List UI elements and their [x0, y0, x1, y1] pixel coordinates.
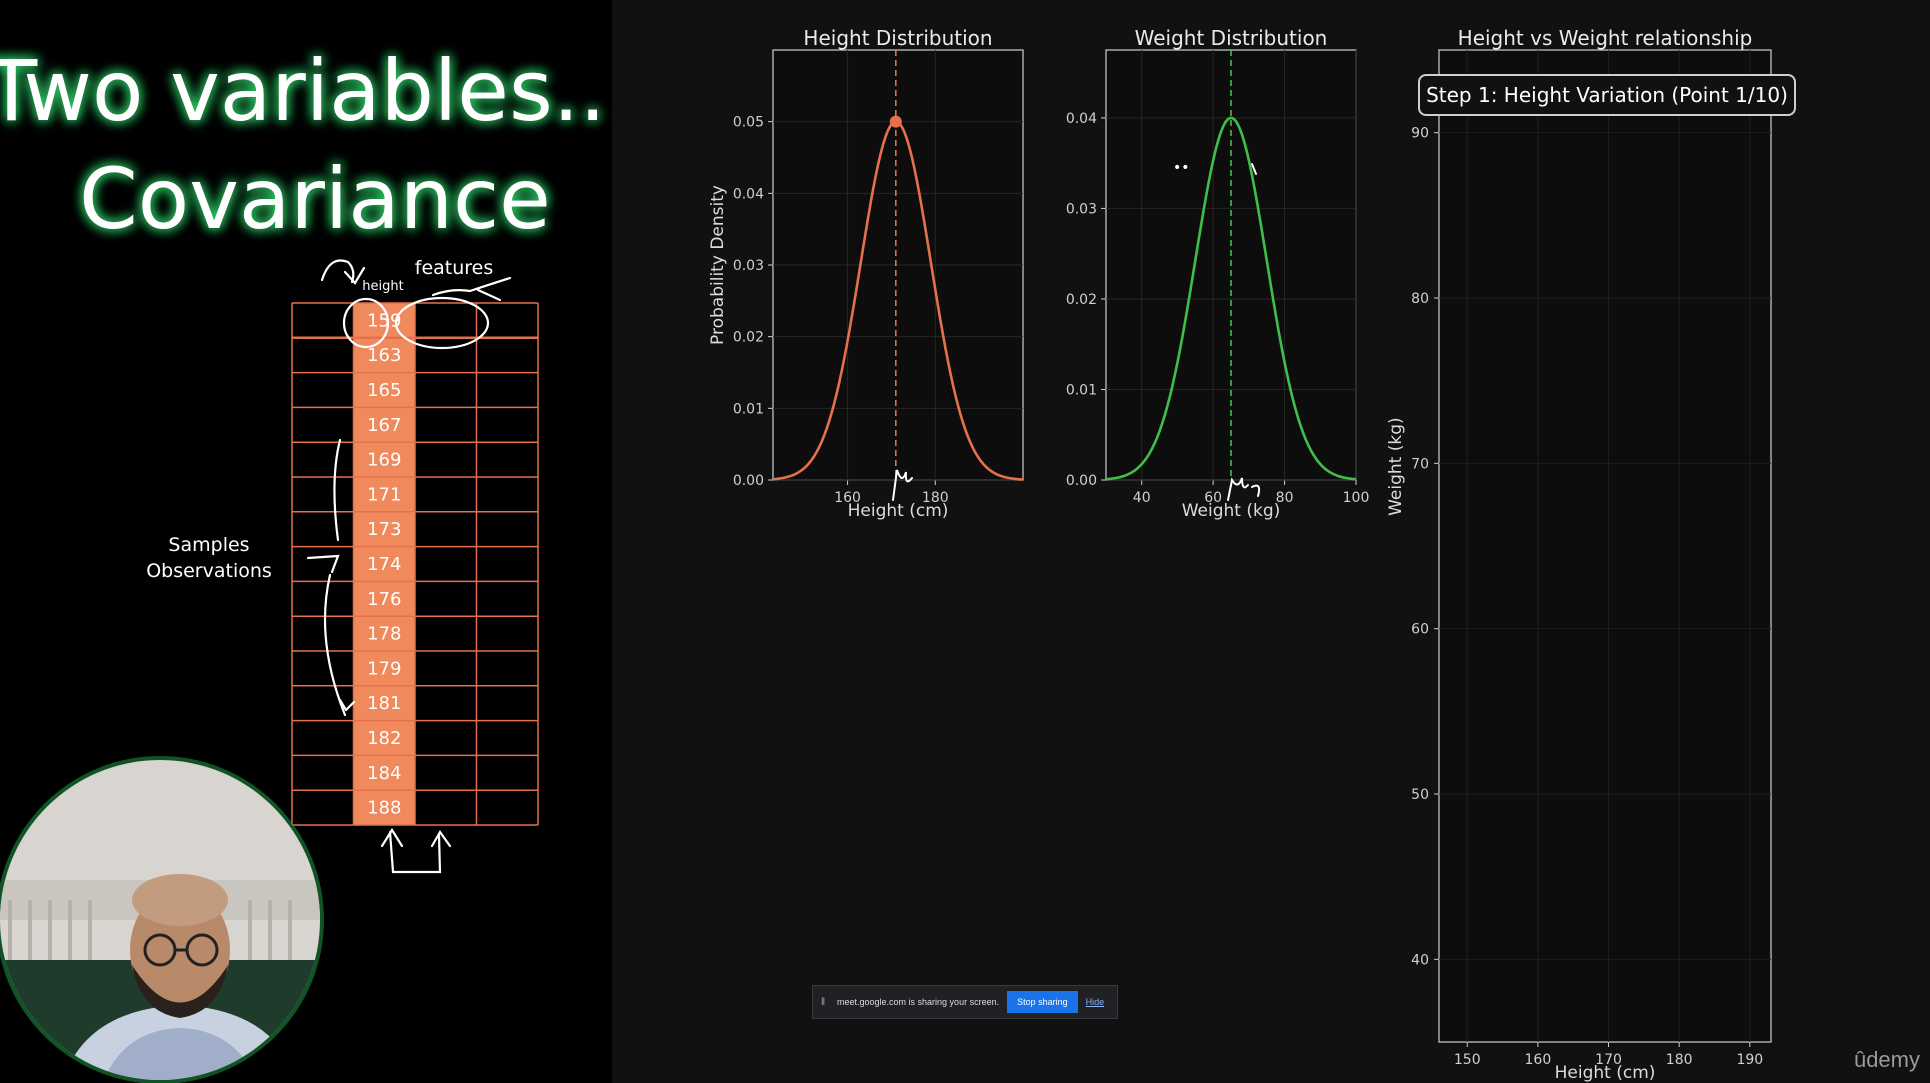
handwritten-annotations: [306, 259, 512, 874]
table-cell-height: 184: [367, 763, 401, 784]
share-message: meet.google.com is sharing your screen.: [837, 997, 1000, 1007]
y-tick-label: 0.01: [733, 401, 764, 417]
mean-peak-marker: [889, 115, 902, 128]
x-tick-label: 80: [1276, 490, 1294, 506]
table-cell-height: 182: [367, 728, 401, 749]
table-cell-height: 171: [367, 484, 401, 505]
screen-share-bar: ‖ meet.google.com is sharing your screen…: [812, 985, 1118, 1019]
table-cell-height: 167: [367, 415, 401, 436]
x-tick-label: 60: [1204, 490, 1222, 506]
chart-title: Height vs Weight relationship: [1458, 26, 1753, 50]
x-axis-label: Height (cm): [1555, 1063, 1656, 1083]
x-tick-label: 150: [1454, 1052, 1481, 1068]
samples-table: 159 163 165 167 169 171 173 174 176 178 179 181 182 1…: [291, 302, 539, 826]
presenter-webcam: [0, 756, 324, 1083]
height-column-fill: [353, 303, 415, 825]
udemy-logo: ûdemy: [1853, 1047, 1920, 1072]
height-distribution-chart: 160 180 0.00 0.01 0.02 0.03 0.04 0.05 Height Dis…: [708, 26, 1024, 521]
x-tick-label: 40: [1133, 490, 1151, 506]
x-tick-label: 160: [834, 490, 861, 506]
table-cell-height: 174: [367, 554, 401, 575]
table-cell-height: 165: [367, 380, 401, 401]
x-tick-label: 180: [1666, 1052, 1693, 1068]
y-tick-label: 0.01: [1066, 382, 1097, 398]
y-tick-label: 60: [1411, 622, 1429, 638]
y-axis-label: Probability Density: [708, 185, 728, 345]
y-tick-label: 0.02: [1066, 292, 1097, 308]
chart-title: Weight Distribution: [1135, 26, 1328, 50]
x-tick-label: 170: [1595, 1052, 1622, 1068]
x-axis-label: Weight (kg): [1182, 501, 1281, 521]
y-tick-label: 0.02: [733, 330, 764, 346]
table-cell-height: 181: [367, 693, 401, 714]
y-tick-label: 90: [1411, 126, 1429, 142]
x-tick-label: 100: [1343, 490, 1370, 506]
density-curve: [1105, 116, 1357, 481]
y-tick-label: 40: [1411, 952, 1429, 968]
table-cell-height: 188: [367, 798, 401, 819]
y-tick-label: 0.03: [733, 258, 764, 274]
stop-sharing-button[interactable]: Stop sharing: [1007, 991, 1078, 1013]
y-tick-label: 0.04: [1066, 111, 1097, 127]
features-annotation: features: [415, 257, 494, 279]
plot-area: [1438, 49, 1772, 1043]
y-tick-label: 0.04: [733, 186, 764, 202]
slide-title-line1: Two variables..: [0, 42, 606, 140]
weight-distribution-chart: 40 60 80 100 0.00 0.01 0.02 0.03 0.04 Weight Dist…: [1066, 26, 1370, 521]
table-cell-height: 169: [367, 450, 401, 471]
table-cell-height: 159: [367, 310, 401, 331]
y-tick-label: 0.00: [1066, 473, 1097, 489]
x-tick-label: 190: [1736, 1052, 1763, 1068]
observations-label: Observations: [146, 560, 272, 582]
dots-annotation: ••: [1173, 160, 1190, 176]
table-cell-height: 178: [367, 624, 401, 645]
y-tick-label: 80: [1411, 291, 1429, 307]
y-tick-label: 0.05: [733, 115, 764, 131]
table-cell-height: 163: [367, 345, 401, 366]
x-axis-label: Height (cm): [848, 501, 949, 521]
y-axis-label: Weight (kg): [1386, 417, 1406, 516]
height-weight-scatter-chart: 150 160 170 180 190 40 50 60 70 80 90 Height vs Wei…: [1386, 26, 1772, 1083]
y-tick-label: 50: [1411, 787, 1429, 803]
y-tick-label: 0.03: [1066, 201, 1097, 217]
samples-label: Samples: [168, 534, 249, 556]
y-tick-label: 0.00: [733, 473, 764, 489]
table-cell-height: 173: [367, 519, 401, 540]
height-annotation: height: [362, 279, 403, 294]
mu-annotations: [892, 163, 1261, 501]
hide-link[interactable]: Hide: [1085, 997, 1105, 1007]
chart-title: Height Distribution: [803, 26, 992, 50]
pause-icon: ‖: [821, 996, 826, 1008]
y-tick-label: 70: [1411, 456, 1429, 472]
x-tick-label: 160: [1525, 1052, 1552, 1068]
table-cell-height: 176: [367, 589, 401, 610]
step-label: Step 1: Height Variation (Point 1/10): [1418, 74, 1796, 116]
table-cell-height: 179: [367, 658, 401, 679]
x-tick-label: 180: [922, 490, 949, 506]
slide-title-line2: Covariance: [79, 150, 551, 248]
